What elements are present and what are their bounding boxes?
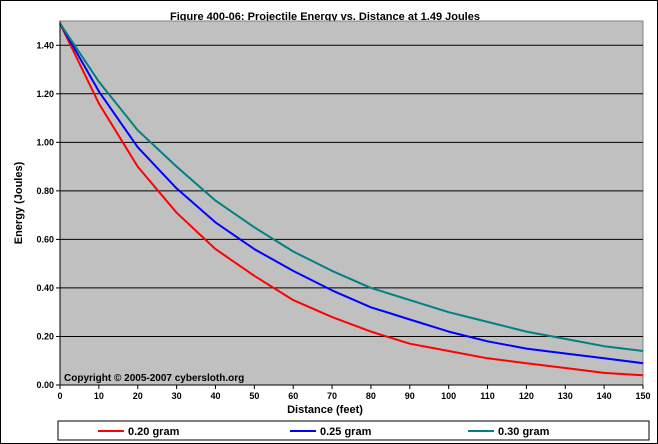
- x-tick-label: 80: [366, 391, 376, 401]
- x-tick-label: 40: [210, 391, 220, 401]
- legend-label: 0.20 gram: [128, 426, 180, 438]
- y-axis-label: Energy (Joules): [13, 161, 25, 244]
- x-tick-label: 140: [597, 391, 612, 401]
- x-tick-label: 100: [441, 391, 456, 401]
- x-tick-label: 50: [249, 391, 259, 401]
- y-tick-label: 0.60: [36, 234, 54, 244]
- y-tick-label: 1.40: [36, 40, 54, 50]
- x-tick-label: 10: [94, 391, 104, 401]
- x-tick-label: 90: [405, 391, 415, 401]
- x-tick-label: 30: [172, 391, 182, 401]
- y-tick-label: 0.40: [36, 283, 54, 293]
- plot-area: [60, 21, 643, 385]
- x-tick-label: 60: [288, 391, 298, 401]
- x-tick-label: 150: [635, 391, 650, 401]
- x-tick-label: 20: [133, 391, 143, 401]
- x-axis-ticks: 0 10 20 30 40 50 60 70 80 90 100 110 120 130 140 150: [57, 385, 650, 401]
- legend-label: 0.30 gram: [498, 426, 550, 438]
- x-tick-label: 70: [327, 391, 337, 401]
- y-tick-label: 0.00: [36, 380, 54, 390]
- y-tick-label: 1.00: [36, 137, 54, 147]
- x-tick-label: 130: [558, 391, 573, 401]
- copyright-annotation: Copyright © 2005-2007 cybersloth.org: [64, 373, 244, 384]
- x-tick-label: 120: [519, 391, 534, 401]
- x-axis-label: Distance (feet): [287, 404, 363, 416]
- y-axis-ticks: 0.00 0.20 0.40 0.60 0.80 1.00 1.20 1.40: [36, 40, 60, 390]
- x-tick-label: 0: [57, 391, 62, 401]
- y-tick-label: 0.20: [36, 331, 54, 341]
- y-tick-label: 0.80: [36, 186, 54, 196]
- x-tick-label: 110: [480, 391, 495, 401]
- legend-label: 0.25 gram: [320, 426, 372, 438]
- y-tick-label: 1.20: [36, 89, 54, 99]
